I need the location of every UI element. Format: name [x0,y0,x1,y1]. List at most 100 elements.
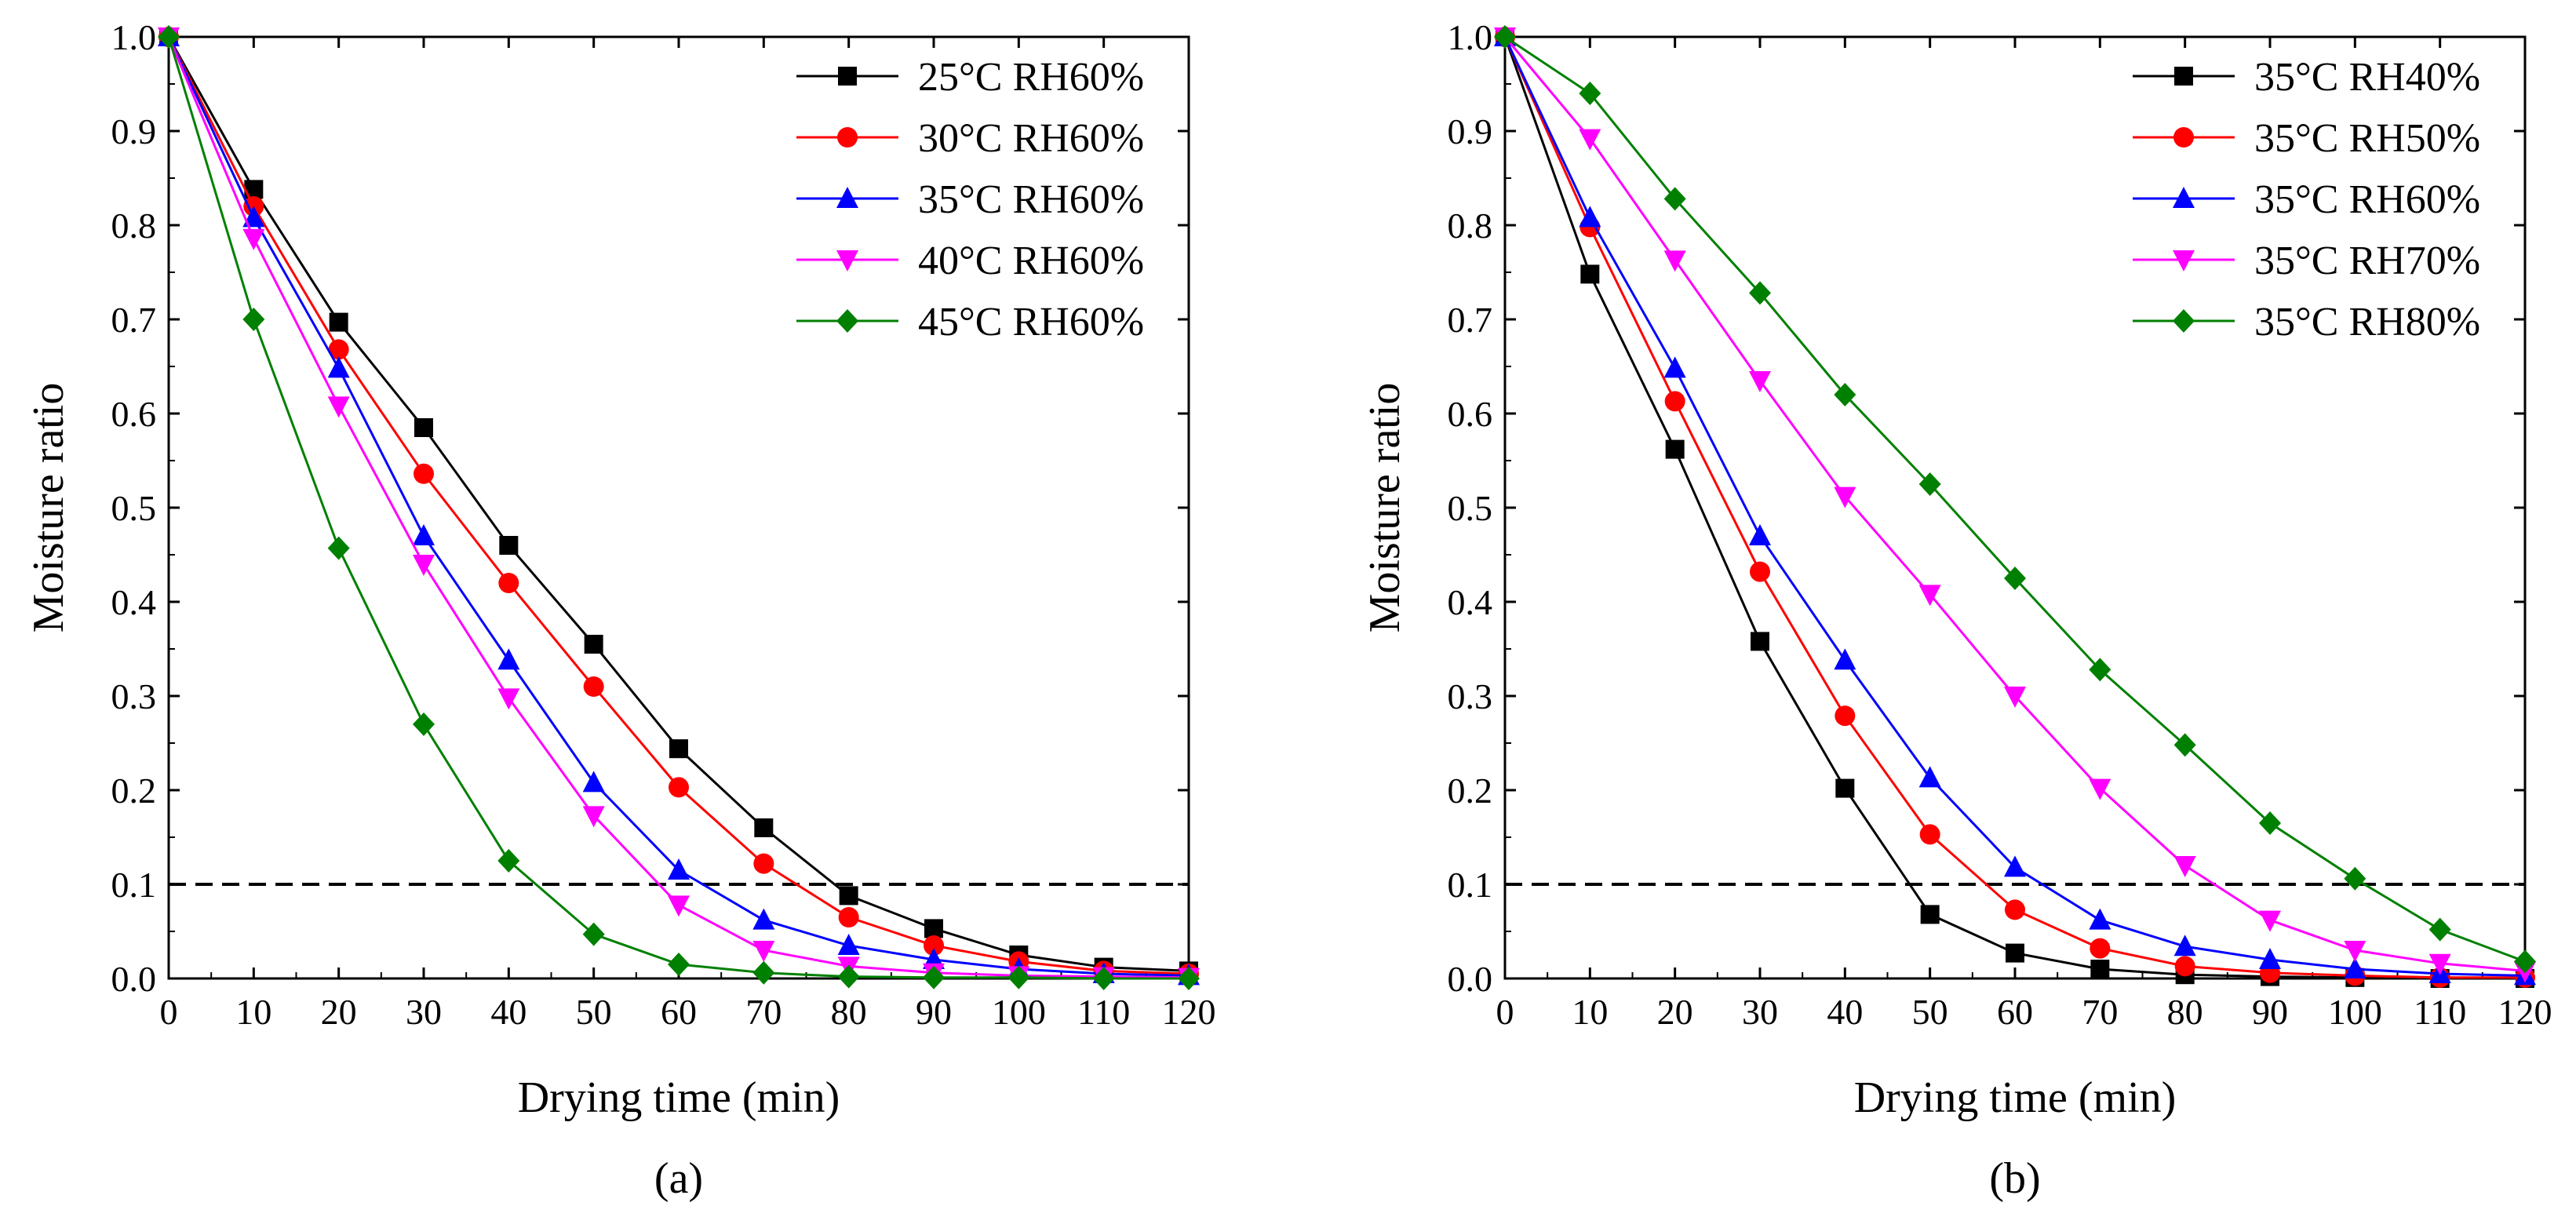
x-tick-label: 10 [235,992,271,1032]
x-tick-label: 60 [1997,992,2033,1032]
data-point [1751,632,1769,651]
y-axis-title: Moisture ratio [24,383,73,633]
data-point [1665,439,1685,459]
data-point [244,180,264,199]
legend-marker [2174,67,2193,86]
data-point [837,934,860,955]
legend-marker [836,309,858,333]
legend-item: 35°C RH40% [2133,55,2480,100]
data-point [497,648,520,670]
data-point [1007,965,1030,989]
data-point [2006,943,2024,963]
data-point [497,849,520,873]
data-point [1749,524,1771,545]
x-tick-label: 50 [1912,992,1948,1032]
legend-marker [2173,127,2194,148]
legend-marker [2173,187,2195,208]
legend-item: 45°C RH60% [796,300,1144,344]
data-point [2174,956,2195,977]
legend-marker [836,250,858,271]
legend-label: 35°C RH80% [2254,300,2480,344]
data-point [1835,705,1856,727]
x-axis-title: Drying time (min) [1854,1073,2177,1122]
series-4 [158,25,1200,990]
data-point [413,524,435,545]
y-tick-label: 0.4 [111,582,157,622]
legend-marker [838,67,857,86]
x-tick-label: 80 [2167,992,2203,1032]
data-point [1918,585,1941,607]
x-tick-label: 100 [992,992,1046,1032]
y-tick-label: 0.0 [1448,959,1493,999]
data-point [2004,567,2026,590]
data-point [668,895,690,917]
x-tick-label: 0 [1496,992,1514,1032]
legend-marker [2173,309,2195,333]
y-tick-label: 0.3 [1448,676,1493,716]
legend-label: 25°C RH60% [918,55,1144,100]
legend-item: 35°C RH80% [2133,300,2480,344]
data-point [2004,687,2026,708]
series-4 [1494,25,2536,974]
data-point [1834,648,1856,670]
data-point [158,25,180,49]
data-point [413,555,435,576]
data-point [1834,486,1856,508]
data-point [1494,25,1516,49]
x-tick-label: 90 [2252,992,2288,1032]
legend-label: 35°C RH60% [2254,177,2480,222]
legend-item: 30°C RH60% [796,116,1144,161]
legend-label: 30°C RH60% [918,116,1144,161]
data-point [2090,938,2111,959]
chart-panel-a: 0 10 20 30 40 50 60 70 80 90 100 110 120 0.0 0.1 0.2 0.3… [24,17,1216,1203]
data-point [2004,855,2026,877]
data-point [2089,658,2111,682]
y-tick-label: 0.7 [111,300,157,340]
data-point [584,635,603,654]
y-tick-label: 0.7 [1448,300,1493,340]
y-axis-title: Moisture ratio [1361,383,1409,633]
legend-label: 35°C RH70% [2254,239,2480,283]
data-point [752,960,775,985]
x-tick-label: 110 [1077,992,1130,1032]
data-point [583,676,604,697]
y-tick-label: 0.8 [111,206,157,246]
data-point [2344,866,2366,891]
legend-label: 35°C RH40% [2254,55,2480,100]
legend-label: 35°C RH50% [2254,116,2480,161]
x-tick-label: 30 [1742,992,1778,1032]
data-point [242,228,265,250]
data-point [2428,917,2451,942]
data-point [2514,949,2536,974]
x-tick-label: 30 [406,992,442,1032]
y-tick-label: 0.1 [1448,865,1493,905]
data-point [1920,905,1940,924]
data-point [1835,778,1855,798]
x-tick-label: 50 [576,992,612,1032]
legend-item: 35°C RH60% [796,177,1144,222]
data-point [242,206,265,228]
data-point [1919,824,1940,845]
x-tick-label: 110 [2414,992,2466,1032]
panel-label: (a) [654,1154,703,1203]
y-tick-label: 0.2 [1448,771,1493,811]
y-tick-label: 0.4 [1448,582,1493,622]
data-point [753,853,774,874]
chart-panel-b: 0 10 20 30 40 50 60 70 80 90 100 110 120 0.0 0.1 0.2 0.3… [1361,17,2552,1203]
data-point [1663,187,1686,211]
data-point [839,886,858,906]
legend-item: 35°C RH60% [2133,177,2480,222]
data-point [2259,910,2281,932]
data-point [2005,899,2025,920]
data-point [2173,856,2196,877]
data-point [923,965,945,989]
data-point [754,818,774,837]
data-point [582,922,605,946]
x-tick-label: 120 [2498,992,2552,1032]
data-point [1580,264,1600,284]
data-point [328,339,349,360]
legend-label: 35°C RH60% [918,177,1144,222]
y-tick-label: 0.6 [1448,394,1493,434]
